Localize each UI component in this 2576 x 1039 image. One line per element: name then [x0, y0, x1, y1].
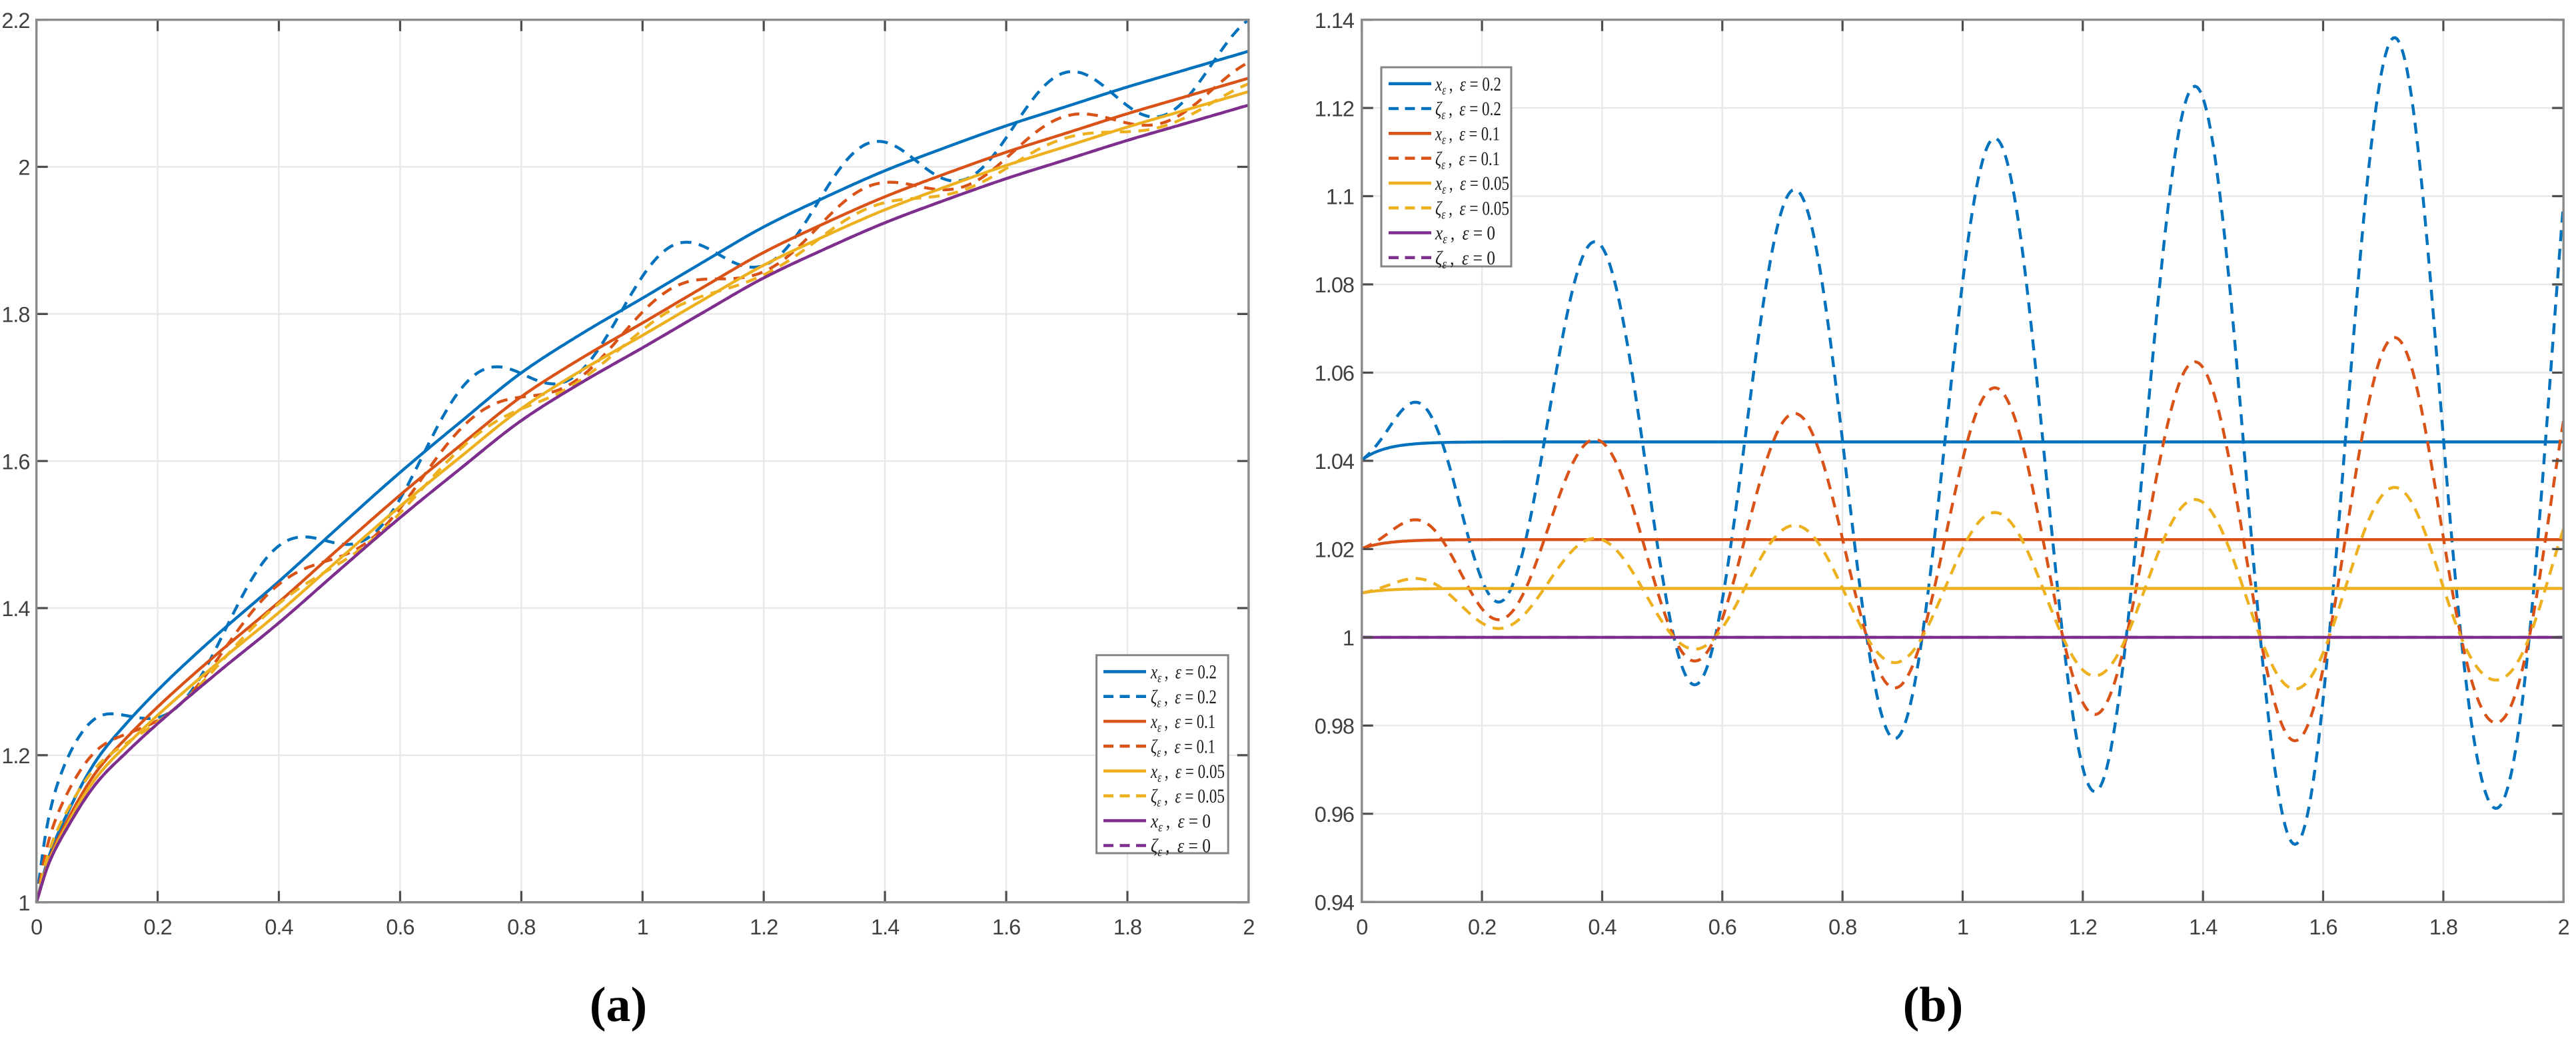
svg-text:0.2: 0.2	[1468, 915, 1496, 939]
svg-text:1.06: 1.06	[1315, 362, 1354, 386]
svg-text:1.2: 1.2	[750, 915, 778, 939]
svg-text:0.94: 0.94	[1315, 891, 1355, 915]
svg-text:1.8: 1.8	[1, 303, 29, 327]
svg-text:xε , ε = 0.05: xε , ε = 0.05	[1435, 173, 1509, 197]
svg-text:ζε , ε = 0: ζε , ε = 0	[1151, 835, 1211, 860]
svg-text:ζε , ε = 0.2: ζε , ε = 0.2	[1435, 98, 1501, 123]
svg-text:1: 1	[1343, 626, 1354, 650]
svg-text:0.6: 0.6	[386, 915, 414, 939]
svg-text:0.4: 0.4	[265, 915, 293, 939]
svg-text:xε , ε = 0: xε , ε = 0	[1435, 222, 1495, 247]
svg-text:xε , ε = 0.2: xε , ε = 0.2	[1435, 73, 1501, 98]
svg-text:0.96: 0.96	[1315, 803, 1354, 827]
svg-text:1.8: 1.8	[2429, 915, 2457, 939]
svg-text:0.6: 0.6	[1708, 915, 1736, 939]
svg-text:1: 1	[637, 915, 648, 939]
svg-text:0.98: 0.98	[1315, 715, 1354, 739]
svg-text:0.4: 0.4	[1588, 915, 1616, 939]
svg-text:2.2: 2.2	[1, 9, 29, 33]
svg-text:1.1: 1.1	[1326, 185, 1354, 209]
svg-text:xε , ε = 0.2: xε , ε = 0.2	[1150, 661, 1217, 686]
svg-text:1.4: 1.4	[2189, 915, 2218, 939]
svg-text:1.14: 1.14	[1315, 9, 1355, 33]
svg-text:1.6: 1.6	[2309, 915, 2337, 939]
svg-text:1.4: 1.4	[1, 597, 30, 621]
svg-text:1.08: 1.08	[1315, 273, 1354, 297]
svg-text:1.6: 1.6	[992, 915, 1020, 939]
svg-text:1.2: 1.2	[2069, 915, 2097, 939]
svg-text:(b): (b)	[1903, 978, 1963, 1032]
svg-text:xε , ε = 0.1: xε , ε = 0.1	[1150, 711, 1215, 735]
svg-text:ζε , ε = 0.1: ζε , ε = 0.1	[1435, 148, 1500, 173]
svg-text:0.8: 0.8	[507, 915, 535, 939]
svg-text:1.8: 1.8	[1113, 915, 1141, 939]
svg-text:2: 2	[18, 156, 29, 180]
svg-text:ζε , ε = 0.05: ζε , ε = 0.05	[1151, 785, 1225, 810]
svg-text:ζε , ε = 0: ζε , ε = 0	[1435, 247, 1495, 272]
svg-text:1.12: 1.12	[1315, 97, 1354, 121]
svg-text:0: 0	[31, 915, 42, 939]
svg-text:1: 1	[18, 891, 29, 915]
svg-text:0: 0	[1356, 915, 1367, 939]
svg-text:1.02: 1.02	[1315, 538, 1354, 562]
svg-text:0.2: 0.2	[144, 915, 172, 939]
svg-text:2: 2	[1243, 915, 1254, 939]
svg-text:1.04: 1.04	[1315, 450, 1355, 474]
svg-text:1.4: 1.4	[871, 915, 900, 939]
svg-text:xε , ε = 0.1: xε , ε = 0.1	[1435, 123, 1500, 148]
svg-text:1.2: 1.2	[1, 744, 29, 768]
svg-text:(a): (a)	[590, 978, 647, 1032]
svg-text:1.6: 1.6	[1, 450, 29, 474]
svg-text:xε , ε = 0: xε , ε = 0	[1150, 810, 1211, 835]
svg-text:ζε , ε = 0.2: ζε , ε = 0.2	[1151, 686, 1217, 711]
svg-text:xε , ε = 0.05: xε , ε = 0.05	[1150, 761, 1225, 785]
svg-text:ζε , ε = 0.05: ζε , ε = 0.05	[1435, 197, 1509, 222]
svg-text:0.8: 0.8	[1828, 915, 1856, 939]
svg-text:1: 1	[1957, 915, 1968, 939]
svg-text:2: 2	[2558, 915, 2569, 939]
svg-text:ζε , ε = 0.1: ζε , ε = 0.1	[1151, 736, 1215, 761]
